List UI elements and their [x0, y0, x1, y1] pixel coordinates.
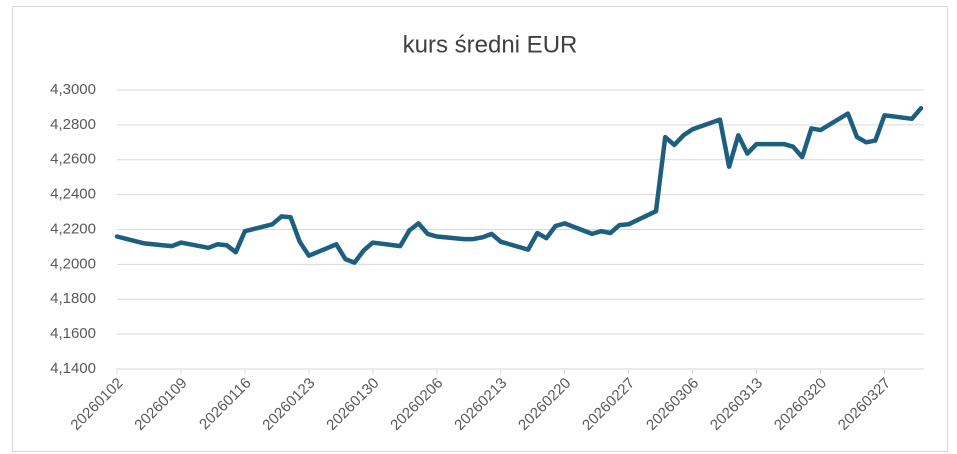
chart-title: kurs średni EUR [403, 31, 578, 58]
y-tick-label: 4,1600 [50, 325, 96, 342]
y-tick-label: 4,2200 [50, 220, 96, 237]
data-line [114, 106, 924, 265]
y-tick-label: 4,1400 [50, 360, 96, 377]
y-tick-label: 4,1800 [50, 290, 96, 307]
y-tick-label: 4,2800 [50, 116, 96, 133]
y-tick-label: 4,2600 [50, 151, 96, 168]
y-tick-label: 4,2000 [50, 255, 96, 272]
y-tick-label: 4,2400 [50, 186, 96, 203]
y-tick-label: 4,3000 [50, 81, 96, 98]
